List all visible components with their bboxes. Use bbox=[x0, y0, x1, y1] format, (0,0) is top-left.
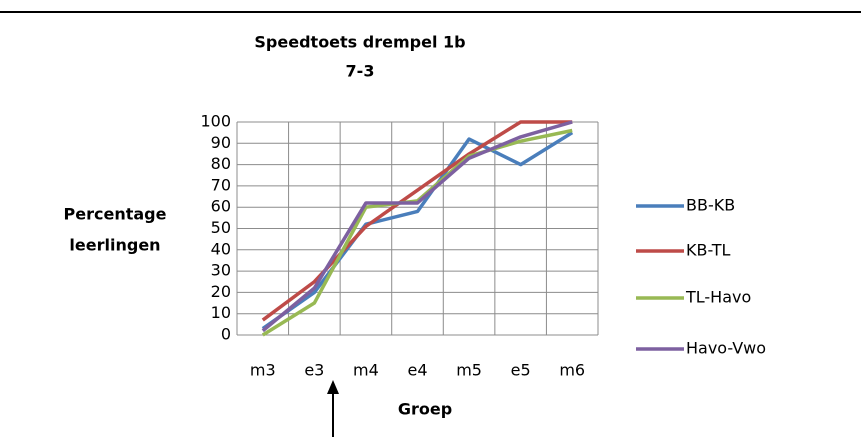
legend-label: KB-TL bbox=[686, 241, 731, 260]
legend-label: BB-KB bbox=[686, 196, 735, 215]
y-tick-label: 90 bbox=[211, 133, 231, 152]
series-line bbox=[261, 120, 573, 333]
x-axis-label: Groep bbox=[398, 400, 452, 419]
y-tick-label: 100 bbox=[200, 112, 231, 131]
legend-label: Havo-Vwo bbox=[686, 339, 766, 358]
legend-label: TL-Havo bbox=[685, 288, 751, 307]
y-axis-label: leerlingen bbox=[69, 236, 160, 255]
x-tick-label: m5 bbox=[456, 361, 482, 380]
y-tick-label: 70 bbox=[211, 175, 231, 194]
y-tick-label: 40 bbox=[211, 239, 231, 258]
y-axis-label: Percentage bbox=[64, 205, 167, 224]
x-tick-label: e3 bbox=[304, 361, 324, 380]
y-tick-label: 30 bbox=[211, 261, 231, 280]
chart-subtitle: 7-3 bbox=[346, 62, 375, 81]
y-tick-label: 80 bbox=[211, 154, 231, 173]
series-line bbox=[261, 120, 573, 322]
x-tick-label: e5 bbox=[511, 361, 531, 380]
arrow bbox=[327, 380, 339, 437]
y-tick-label: 10 bbox=[211, 303, 231, 322]
y-tick-label: 60 bbox=[211, 197, 231, 216]
series-line bbox=[261, 131, 574, 331]
x-tick-label: e4 bbox=[407, 361, 427, 380]
chart-title: Speedtoets drempel 1b bbox=[254, 33, 465, 52]
y-tick-label: 20 bbox=[211, 282, 231, 301]
x-tick-label: m3 bbox=[250, 361, 276, 380]
y-tick-label: 50 bbox=[211, 218, 231, 237]
y-tick-label: 0 bbox=[221, 325, 231, 344]
x-tick-label: m4 bbox=[353, 361, 379, 380]
x-tick-label: m6 bbox=[559, 361, 585, 380]
